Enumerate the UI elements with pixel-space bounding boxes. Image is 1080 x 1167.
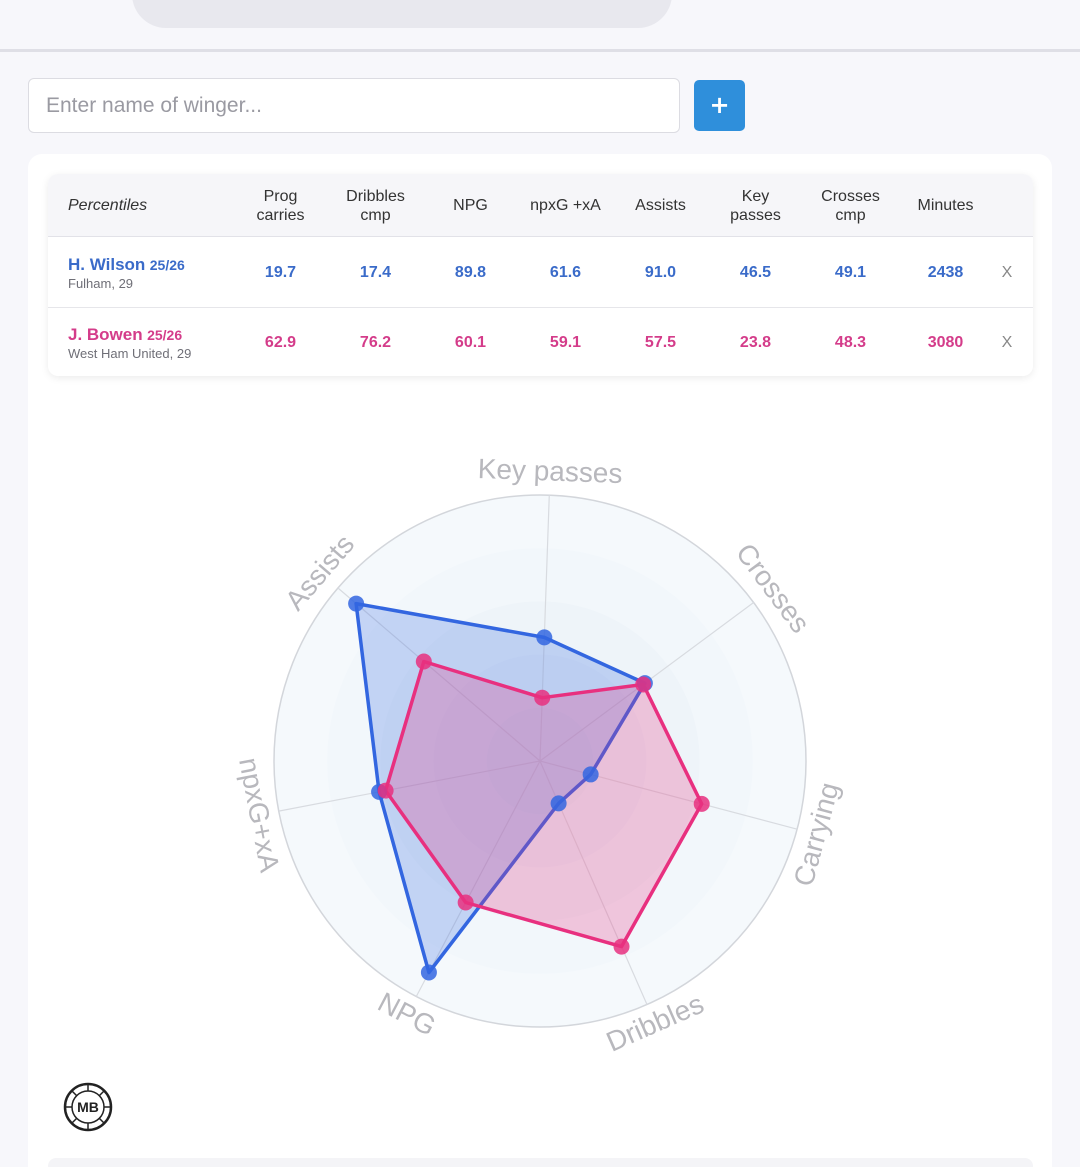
table-row: H. Wilson 25/26 Fulham, 29 19.7 17.4 89.… bbox=[48, 238, 1033, 308]
table-header: Percentiles Prog carries Dribbles cmp NP… bbox=[48, 174, 1033, 237]
cell-assists: 91.0 bbox=[644, 264, 677, 281]
player-season: 25/26 bbox=[149, 257, 185, 273]
cell-key-passes: 23.8 bbox=[739, 334, 772, 351]
player-club-age: West Ham United, 29 bbox=[68, 346, 192, 361]
remove-player-button[interactable]: X bbox=[1001, 264, 1013, 281]
radar-point[interactable] bbox=[582, 766, 599, 783]
cell-npxg-xa: 59.1 bbox=[549, 334, 582, 351]
player-cell: H. Wilson 25/26 Fulham, 29 bbox=[68, 255, 185, 291]
cell-prog-carries: 19.7 bbox=[264, 264, 297, 281]
player-cell: J. Bowen 25/26 West Ham United, 29 bbox=[68, 325, 191, 361]
header-minutes[interactable]: Minutes bbox=[917, 197, 974, 214]
radar-spoke bbox=[539, 495, 550, 762]
cell-crosses-cmp: 48.3 bbox=[834, 334, 867, 351]
cell-crosses-cmp: 49.1 bbox=[834, 264, 867, 281]
header-prog-carries[interactable]: Prog carries bbox=[256, 187, 305, 224]
radar-point[interactable] bbox=[536, 629, 553, 646]
header-assists[interactable]: Assists bbox=[635, 197, 686, 214]
radar-point[interactable] bbox=[415, 653, 432, 670]
radar-point[interactable] bbox=[635, 676, 652, 693]
cell-npg: 89.8 bbox=[454, 264, 487, 281]
logo-text: MB bbox=[77, 1099, 99, 1115]
radar-point[interactable] bbox=[348, 595, 365, 612]
radar-series-area bbox=[354, 601, 647, 975]
player-club-age: Fulham, 29 bbox=[68, 276, 134, 291]
header-npxg-xa[interactable]: npxG +xA bbox=[530, 197, 601, 214]
cell-minutes: 3080 bbox=[927, 334, 964, 351]
radar-series bbox=[348, 595, 710, 981]
cell-dribbles-cmp: 17.4 bbox=[359, 264, 392, 281]
radar-spoke bbox=[415, 760, 541, 997]
radar-point[interactable] bbox=[613, 938, 630, 955]
player-season: 25/26 bbox=[147, 327, 183, 343]
radar-series-area bbox=[383, 659, 704, 949]
radar-spoke bbox=[337, 587, 541, 762]
header-divider bbox=[0, 49, 1080, 52]
radar-spokes bbox=[278, 495, 798, 1005]
radar-spoke bbox=[539, 760, 798, 830]
cell-npxg-xa: 61.6 bbox=[549, 264, 582, 281]
header-npg[interactable]: NPG bbox=[453, 197, 488, 214]
header-key-passes[interactable]: Key passes bbox=[730, 187, 781, 224]
table-row: J. Bowen 25/26 West Ham United, 29 62.9 … bbox=[48, 308, 1033, 376]
add-player-button[interactable]: + bbox=[694, 80, 745, 131]
player-name[interactable]: H. Wilson bbox=[68, 255, 146, 274]
radar-point[interactable] bbox=[377, 782, 394, 799]
radar-point[interactable] bbox=[534, 689, 551, 706]
cell-key-passes: 46.5 bbox=[739, 264, 772, 281]
radar-point[interactable] bbox=[420, 964, 437, 981]
radar-point[interactable] bbox=[693, 795, 710, 812]
header-percentiles: Percentiles bbox=[68, 197, 148, 214]
radar-point[interactable] bbox=[550, 795, 567, 812]
cell-npg: 60.1 bbox=[454, 334, 487, 351]
header-dribbles-cmp[interactable]: Dribbles cmp bbox=[346, 187, 405, 224]
radar-point[interactable] bbox=[457, 894, 474, 911]
mb-logo-icon: MB bbox=[63, 1082, 113, 1132]
cell-assists: 57.5 bbox=[644, 334, 677, 351]
cell-prog-carries: 62.9 bbox=[264, 334, 297, 351]
radar-axis-label: Key passes bbox=[477, 453, 623, 489]
radar-spoke bbox=[278, 760, 541, 812]
remove-player-button[interactable]: X bbox=[1001, 334, 1013, 351]
player-name[interactable]: J. Bowen bbox=[68, 325, 143, 344]
cell-minutes: 2438 bbox=[927, 264, 964, 281]
next-card-edge bbox=[48, 1158, 1033, 1167]
percentiles-table: Percentiles Prog carries Dribbles cmp NP… bbox=[48, 174, 1033, 376]
header-crosses-cmp[interactable]: Crosses cmp bbox=[821, 187, 880, 224]
top-tab-bar[interactable] bbox=[132, 0, 672, 28]
cell-dribbles-cmp: 76.2 bbox=[359, 334, 392, 351]
winger-search-input[interactable] bbox=[28, 78, 680, 133]
